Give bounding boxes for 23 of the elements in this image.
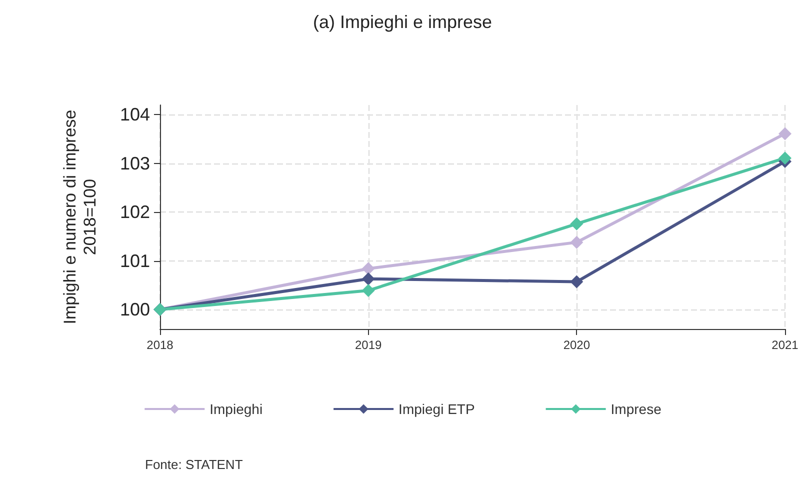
y-tick-label: 100 (120, 300, 150, 320)
legend-label: Imprese (610, 401, 662, 417)
x-tick-label: 2020 (563, 338, 590, 352)
point (778, 152, 792, 165)
chart-title: (a) Impieghi e imprese (312, 12, 492, 32)
y-tick-label: 103 (120, 153, 150, 174)
point (362, 272, 375, 286)
point (362, 284, 375, 298)
y-tick-label: 102 (120, 202, 150, 222)
point (778, 127, 792, 140)
x-tick-label: 2018 (146, 338, 174, 352)
x-tick-label: 2019 (354, 338, 382, 352)
point (362, 262, 375, 276)
point (570, 275, 584, 288)
y-tick-label: 104 (120, 104, 150, 125)
x-tick-label: 2021 (772, 338, 799, 352)
point (570, 217, 584, 230)
legend-label: Impieghi (210, 401, 263, 417)
point (570, 236, 584, 249)
y-axis-title: Impighi e numero di imprese 2018=100 (60, 110, 100, 324)
legend-label: Impiegi ETP (398, 401, 475, 417)
y-tick-label: 101 (120, 250, 150, 271)
source-note: Fonte: STATENT (145, 457, 243, 472)
